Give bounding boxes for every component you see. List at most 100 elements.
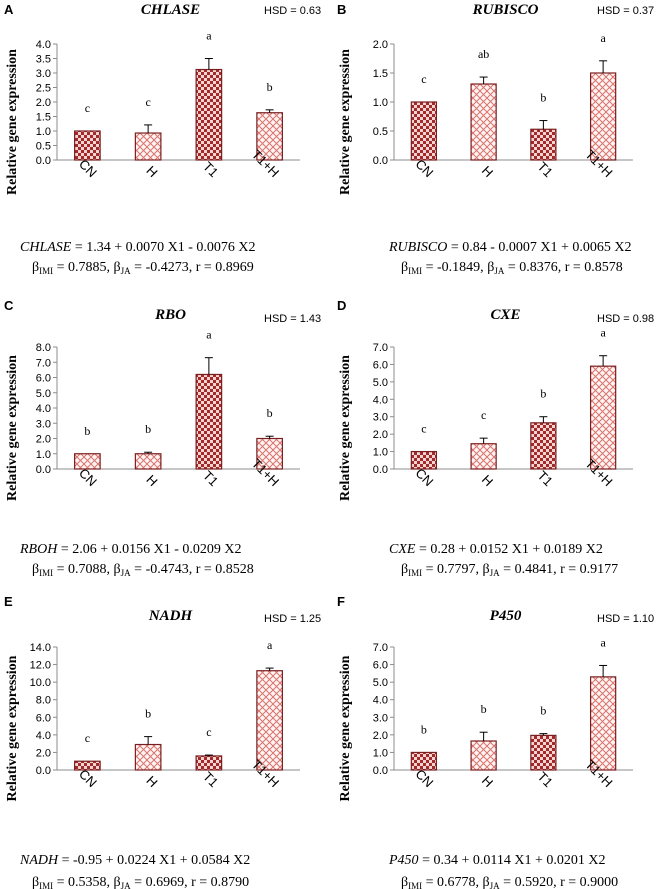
beta-ja-value: = 0.4841, r = 0.9177	[500, 562, 618, 577]
chart-title: RBO	[154, 307, 186, 323]
bar-t1	[195, 755, 223, 771]
x-tick-label: T1	[200, 769, 221, 790]
chart-title: CXE	[490, 307, 520, 323]
beta-imi-value: = 0.5358,	[53, 875, 113, 889]
y-tick-label: 5.0	[373, 377, 388, 389]
regression-equation: CHLASE = 1.34 + 0.0070 X1 - 0.0076 X2	[20, 240, 256, 255]
y-tick-label: 1.0	[36, 126, 51, 138]
beta-imi-subscript: IMI	[39, 266, 53, 276]
bar-h	[470, 740, 497, 771]
beta-symbol: β	[114, 875, 121, 889]
bar-t1	[530, 422, 557, 470]
y-tick-label: 12.0	[30, 660, 51, 672]
regression-equation: NADH = -0.95 + 0.0224 X1 + 0.0584 X2	[19, 853, 250, 868]
panel-letter: E	[4, 594, 13, 609]
beta-imi-subscript: IMI	[408, 881, 422, 889]
x-tick-label: H	[143, 773, 160, 790]
x-tick-label: T1	[535, 159, 556, 180]
y-tick-label: 2.0	[373, 429, 388, 441]
equation-rhs: = 0.84 - 0.0007 X1 + 0.0065 X2	[447, 240, 631, 255]
y-tick-label: 2.5	[36, 83, 51, 95]
beta-ja-value: = 0.6969, r = 0.8790	[131, 875, 249, 889]
y-tick-label: 2.0	[36, 97, 51, 109]
significance-letter: b	[540, 91, 546, 105]
y-tick-label: 2.0	[36, 434, 51, 446]
beta-ja-value: = -0.4743, r = 0.8528	[131, 562, 254, 577]
beta-coefficients: βIMI = 0.6778, βJA = 0.5920, r = 0.9000	[401, 875, 618, 889]
beta-imi-value: = 0.6778,	[422, 875, 482, 889]
y-tick-label: 2.0	[373, 730, 388, 742]
y-tick-label: 6.0	[36, 712, 51, 724]
regression-equation: P450 = 0.34 + 0.0114 X1 + 0.0201 X2	[388, 853, 605, 868]
x-tick-label: T1	[200, 468, 221, 489]
significance-letter: b	[540, 704, 546, 718]
y-tick-label: 3.0	[36, 68, 51, 80]
y-tick-label: 4.0	[36, 730, 51, 742]
significance-letter: b	[145, 707, 151, 721]
beta-ja-subscript: JA	[494, 266, 505, 276]
x-tick-label: H	[479, 163, 496, 180]
y-axis-label: Relative gene expression	[338, 655, 353, 801]
equation-gene: RUBISCO	[388, 240, 447, 255]
equation-rhs: = 1.34 + 0.0070 X1 - 0.0076 X2	[71, 240, 255, 255]
y-tick-label: 0.0	[36, 155, 51, 167]
significance-letter: b	[421, 722, 427, 736]
equation-gene: CXE	[389, 542, 416, 557]
y-tick-label: 4.0	[36, 39, 51, 51]
equation-rhs: = -0.95 + 0.0224 X1 + 0.0584 X2	[58, 853, 250, 868]
bar-h	[470, 83, 497, 161]
bar-t1	[195, 373, 223, 470]
beta-symbol: β	[32, 260, 39, 275]
beta-symbol: β	[114, 562, 121, 577]
beta-ja-value: = 0.5920, r = 0.9000	[500, 875, 618, 889]
equation-rhs: = 0.34 + 0.0114 X1 + 0.0201 X2	[419, 853, 606, 868]
y-tick-label: 0.5	[36, 141, 51, 153]
y-tick-label: 0.0	[36, 464, 51, 476]
bar-cn	[410, 101, 438, 161]
significance-letter: a	[206, 29, 212, 43]
beta-ja-value: = -0.4273, r = 0.8969	[131, 260, 254, 275]
y-tick-label: 7.0	[36, 357, 51, 369]
panel-letter: B	[337, 2, 346, 17]
y-tick-label: 5.0	[36, 388, 51, 400]
regression-equation: RBOH = 2.06 + 0.0156 X1 - 0.0209 X2	[19, 542, 242, 557]
equation-gene: RBOH	[19, 542, 58, 557]
beta-imi-value: = 0.7885,	[53, 260, 113, 275]
chart-title: P450	[490, 608, 522, 624]
significance-letter: c	[85, 731, 90, 745]
bar-t1-plus-h	[589, 365, 617, 470]
beta-ja-subscript: JA	[490, 881, 501, 889]
bar-t1-plus-h	[256, 670, 283, 771]
bar-cn	[410, 751, 438, 771]
hsd-label: HSD = 0.98	[597, 313, 654, 325]
chart-panel-f: F P450 HSD = 1.10 Relative gene expression 0…	[337, 594, 654, 889]
y-axis-label: Relative gene expression	[338, 355, 353, 501]
significance-letter: a	[600, 326, 606, 340]
significance-letter: b	[267, 406, 273, 420]
y-tick-label: 1.5	[373, 68, 388, 80]
beta-ja-subscript: JA	[121, 568, 132, 578]
panel-letter: C	[4, 298, 14, 313]
beta-symbol: β	[483, 562, 490, 577]
significance-letter: a	[600, 635, 606, 649]
bar-h	[134, 132, 162, 161]
regression-equation: CXE = 0.28 + 0.0152 X1 + 0.0189 X2	[389, 542, 603, 557]
bar-t1-plus-h	[256, 437, 283, 470]
bar-cn	[410, 450, 438, 470]
bar-t1	[530, 128, 557, 161]
bar-t1	[530, 734, 557, 771]
beta-ja-value: = 0.8376, r = 0.8578	[504, 260, 622, 275]
chart-panel-c: C RBO HSD = 1.43 Relative gene expression 0.…	[4, 298, 321, 578]
regression-equation: RUBISCO = 0.84 - 0.0007 X1 + 0.0065 X2	[388, 240, 632, 255]
significance-letter: ab	[478, 47, 489, 61]
equation-rhs: = 0.28 + 0.0152 X1 + 0.0189 X2	[415, 542, 602, 557]
x-tick-label: H	[143, 163, 160, 180]
equation-gene: P450	[388, 853, 419, 868]
chart-panel-e: E NADH HSD = 1.25 Relative gene expression 0…	[4, 594, 321, 889]
significance-letter: b	[145, 422, 151, 436]
y-tick-label: 3.0	[373, 412, 388, 424]
beta-symbol: β	[483, 875, 490, 889]
significance-letter: b	[540, 387, 546, 401]
beta-ja-subscript: JA	[490, 568, 501, 578]
